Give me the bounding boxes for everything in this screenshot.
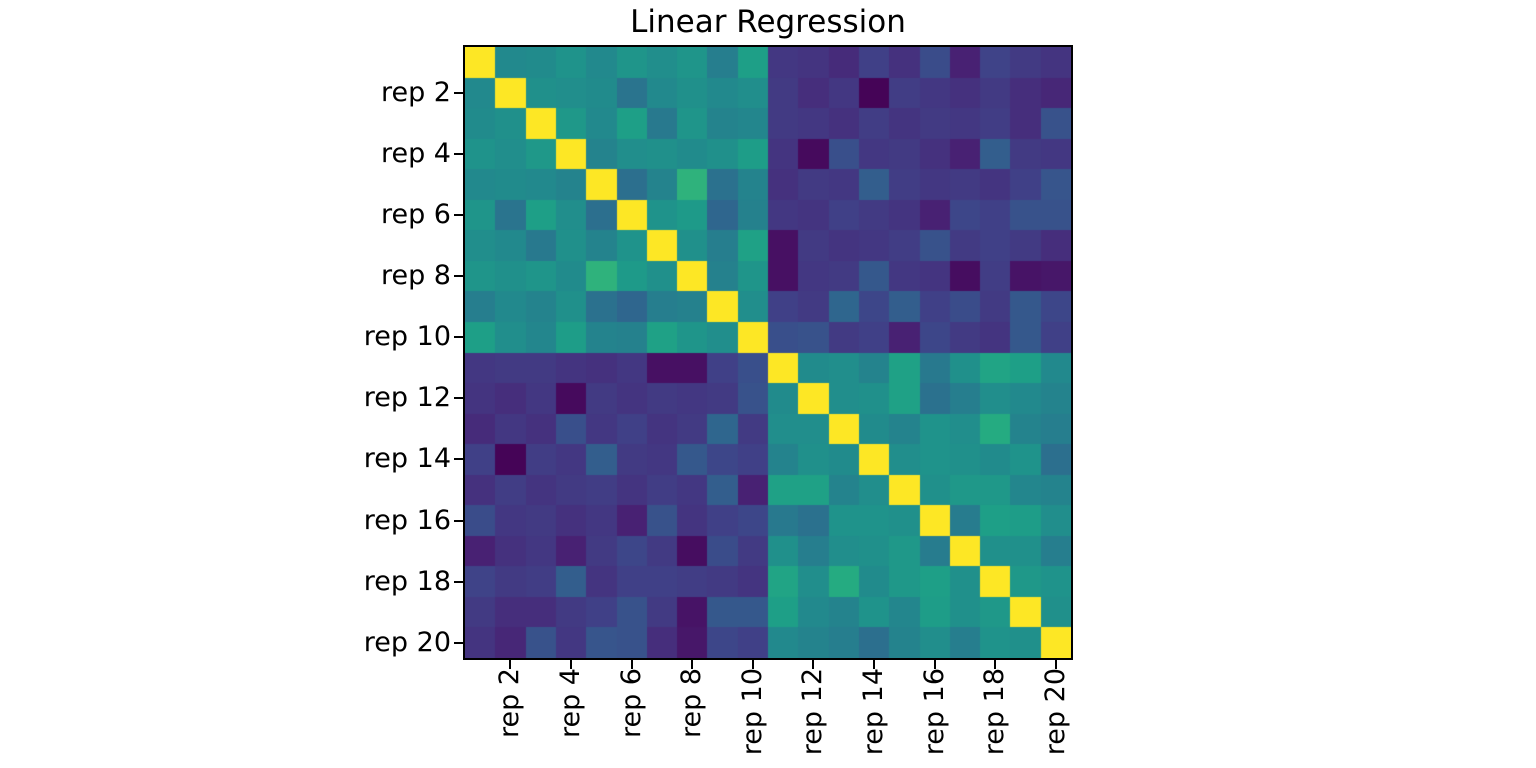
x-tick-mark [509,660,512,669]
y-tick-label: rep 4 [380,137,451,169]
x-tick-label: rep 6 [615,668,647,739]
x-tick-label: rep 8 [676,668,708,739]
chart-title: Linear Regression [630,4,906,40]
y-tick-label: rep 18 [363,565,451,597]
x-tick-label: rep 10 [736,668,768,756]
x-tick-mark [630,660,633,669]
x-tick-label: rep 18 [979,668,1011,756]
y-tick-label: rep 6 [380,199,451,231]
y-tick-mark [454,214,463,217]
y-tick-label: rep 14 [363,443,451,475]
y-tick-label: rep 2 [380,76,451,108]
y-tick-mark [454,397,463,400]
heatmap-image [465,47,1071,658]
y-tick-mark [454,580,463,583]
x-tick-mark [751,660,754,669]
y-tick-mark [454,152,463,155]
x-tick-label: rep 16 [918,668,950,756]
x-tick-mark [994,660,997,669]
y-tick-mark [454,91,463,94]
x-tick-mark [1054,660,1057,669]
y-tick-mark [454,275,463,278]
x-tick-mark [691,660,694,669]
x-tick-mark [933,660,936,669]
y-tick-mark [454,458,463,461]
x-tick-label: rep 12 [797,668,829,756]
y-tick-label: rep 8 [380,260,451,292]
x-tick-mark [812,660,815,669]
x-tick-mark [570,660,573,669]
y-tick-label: rep 10 [363,321,451,353]
y-tick-label: rep 12 [363,382,451,414]
x-tick-label: rep 2 [494,668,526,739]
x-tick-mark [873,660,876,669]
y-tick-mark [454,519,463,522]
y-tick-label: rep 16 [363,504,451,536]
x-tick-label: rep 14 [858,668,890,756]
y-tick-mark [454,336,463,339]
y-tick-mark [454,641,463,644]
y-tick-label: rep 20 [363,626,451,658]
x-tick-label: rep 20 [1039,668,1071,756]
x-tick-label: rep 4 [555,668,587,739]
